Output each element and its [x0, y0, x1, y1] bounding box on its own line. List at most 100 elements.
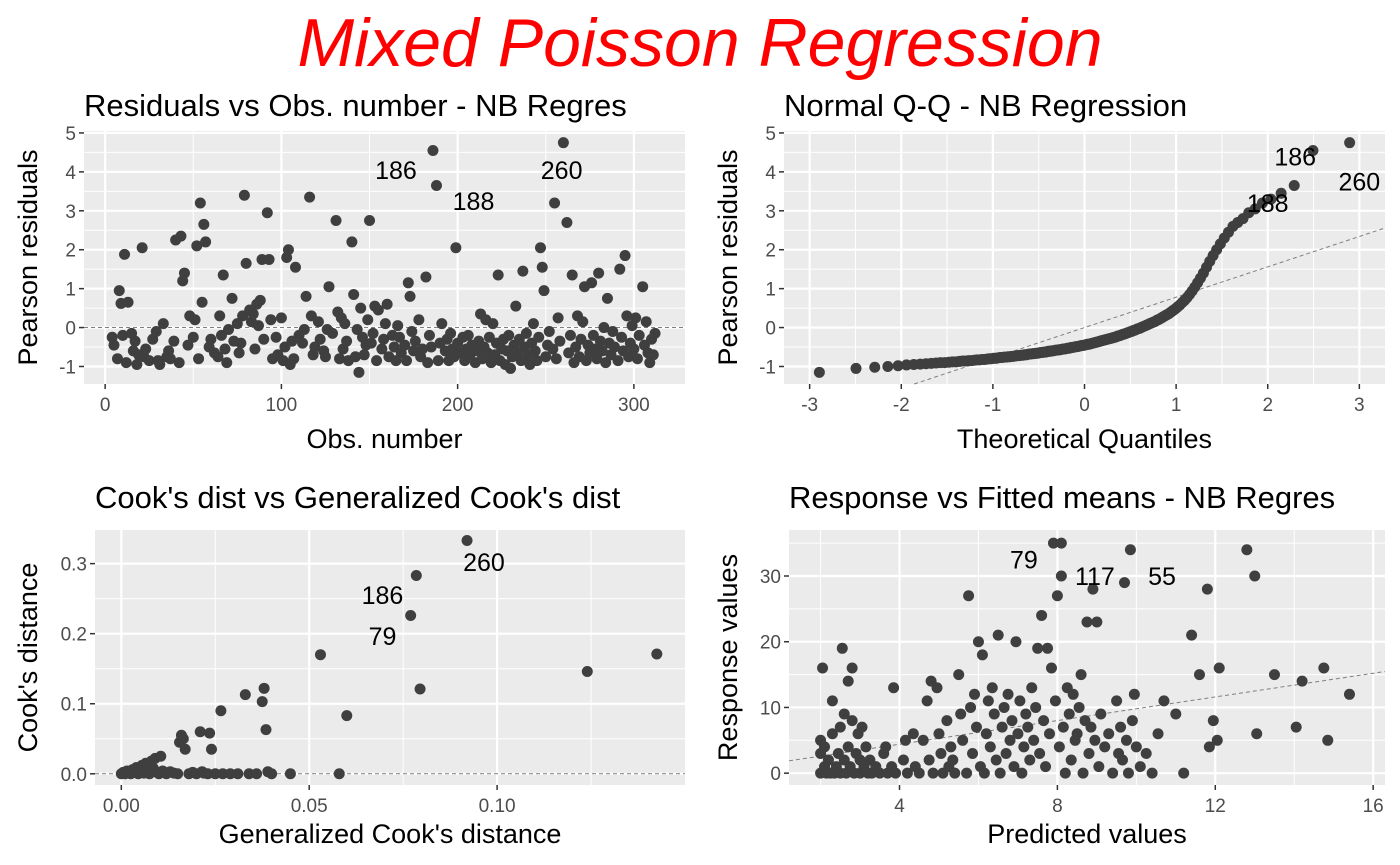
data-point: [880, 741, 892, 753]
data-point: [527, 318, 539, 330]
data-point: [600, 357, 612, 369]
data-point: [988, 708, 1000, 720]
data-point: [1201, 583, 1213, 595]
data-point: [319, 351, 331, 363]
y-tick-label: 0: [65, 319, 76, 340]
data-point: [1067, 688, 1079, 700]
data-point: [177, 733, 189, 745]
data-point: [1038, 715, 1050, 727]
y-tick-label: 0: [765, 319, 776, 340]
data-point: [155, 750, 167, 762]
data-point: [164, 353, 176, 365]
labels-qq: 186 260 188: [1247, 143, 1380, 218]
data-point: [1004, 734, 1016, 746]
data-point: [955, 708, 967, 720]
data-point: [266, 768, 278, 780]
data-point: [249, 343, 261, 355]
data-point: [289, 261, 301, 273]
y-tick-label: 1: [765, 280, 776, 301]
data-point: [256, 696, 268, 708]
data-point: [633, 329, 645, 341]
data-point: [414, 683, 426, 695]
labels-response: 79 117 55: [1010, 547, 1176, 591]
data-point: [175, 230, 187, 242]
data-point: [263, 253, 275, 265]
data-point: [621, 310, 633, 322]
data-point: [564, 329, 576, 341]
points-response: [815, 537, 1355, 779]
data-point: [630, 312, 642, 324]
data-point: [552, 312, 564, 324]
data-point: [265, 314, 277, 326]
x-axis-label-qq: Theoretical Quantiles: [957, 424, 1212, 454]
data-point: [168, 335, 180, 347]
data-point: [586, 277, 598, 289]
y-axis-label-cooks: Cook's distance: [13, 563, 43, 753]
data-point: [371, 355, 383, 367]
data-point: [209, 768, 221, 780]
panel-title-residuals: Residuals vs Obs. number - NB Regres: [84, 88, 627, 123]
data-point: [846, 715, 858, 727]
data-point: [965, 701, 977, 713]
data-point: [1000, 747, 1012, 759]
point-label: 260: [541, 157, 583, 185]
data-point: [533, 331, 545, 343]
x-tick-label: 12: [1205, 796, 1226, 817]
data-point: [215, 705, 227, 717]
data-point: [427, 144, 439, 156]
data-point: [401, 355, 413, 367]
data-point: [232, 768, 244, 780]
data-point: [637, 281, 649, 293]
data-point: [339, 318, 351, 330]
data-point: [402, 277, 414, 289]
data-point: [111, 353, 123, 365]
data-point: [850, 362, 862, 374]
data-point: [923, 754, 935, 766]
data-point: [931, 682, 943, 694]
data-point: [217, 768, 229, 780]
data-point: [933, 728, 945, 740]
data-point: [505, 362, 517, 374]
points-residuals: [106, 137, 661, 378]
data-point: [436, 318, 448, 330]
data-point: [423, 329, 435, 341]
data-point: [1091, 616, 1103, 628]
data-point: [113, 285, 125, 297]
data-point: [341, 710, 353, 722]
data-point: [529, 345, 541, 357]
data-point: [543, 325, 555, 337]
data-point: [288, 353, 300, 365]
x-axis-label-cooks: Generalized Cook's distance: [219, 819, 562, 849]
x-tick-label: 100: [266, 395, 298, 416]
point-label: 260: [1338, 169, 1380, 197]
data-point: [1055, 570, 1067, 582]
data-point: [1026, 682, 1038, 694]
data-point: [1044, 728, 1056, 740]
data-point: [1010, 636, 1022, 648]
data-point: [120, 357, 132, 369]
data-point: [1018, 741, 1030, 753]
data-point: [1178, 767, 1190, 779]
data-point: [179, 743, 191, 755]
data-point: [327, 327, 339, 339]
data-point: [223, 324, 235, 336]
data-point: [131, 359, 143, 371]
data-point: [1203, 741, 1215, 753]
data-point: [212, 351, 224, 363]
data-point: [409, 335, 421, 347]
x-tick-label: 16: [1363, 796, 1384, 817]
y-tick-label: 2: [65, 241, 76, 262]
data-point: [430, 179, 442, 191]
y-tick-label: 2: [765, 241, 776, 262]
data-point: [381, 298, 393, 310]
data-point: [1030, 701, 1042, 713]
data-point: [963, 590, 975, 602]
data-point: [117, 329, 129, 341]
data-point: [258, 333, 270, 345]
reference-line: [914, 227, 1386, 385]
x-tick-label: 8: [1052, 796, 1063, 817]
x-tick-label: -1: [984, 395, 1001, 416]
data-point: [899, 734, 911, 746]
x-tick-label: 3: [1354, 395, 1365, 416]
data-point: [986, 682, 998, 694]
